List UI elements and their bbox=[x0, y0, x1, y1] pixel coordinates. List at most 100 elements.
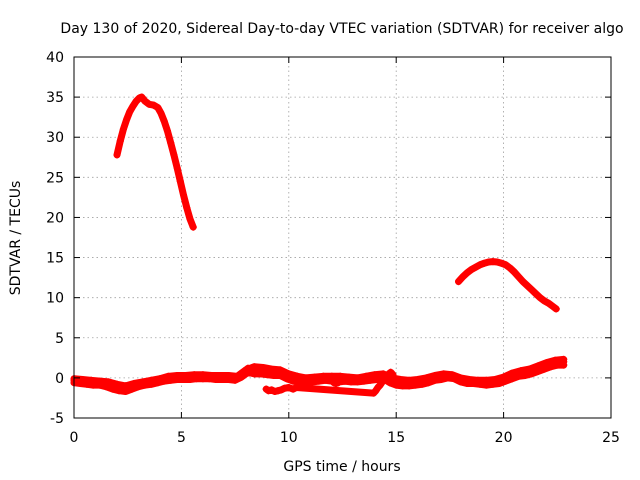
data-point bbox=[199, 371, 207, 379]
data-point bbox=[225, 372, 233, 379]
data-point bbox=[519, 278, 527, 286]
data-points bbox=[70, 93, 568, 397]
y-tick-label: 0 bbox=[55, 371, 64, 387]
data-point bbox=[281, 384, 288, 392]
data-point bbox=[113, 151, 121, 159]
data-point bbox=[293, 372, 301, 380]
data-point bbox=[259, 364, 267, 371]
data-point bbox=[141, 97, 149, 105]
data-point bbox=[167, 139, 175, 147]
data-point bbox=[250, 363, 258, 371]
data-point bbox=[474, 376, 482, 384]
data-point bbox=[440, 370, 447, 378]
data-point bbox=[422, 374, 430, 382]
data-point bbox=[271, 388, 279, 395]
data-point bbox=[328, 372, 336, 380]
data-point bbox=[115, 387, 123, 395]
y-tick-label: 5 bbox=[55, 331, 64, 347]
data-point bbox=[276, 366, 284, 374]
data-point bbox=[150, 101, 157, 109]
y-tick-label: 40 bbox=[46, 50, 64, 66]
data-point bbox=[508, 369, 516, 377]
y-tick-label: 30 bbox=[46, 130, 64, 146]
axis-ticks: 0 5 10 15 20 25 -5 0 5 10 15 20 25 30 35 40 bbox=[46, 50, 620, 446]
data-point bbox=[183, 204, 191, 212]
data-point bbox=[257, 370, 265, 378]
data-point bbox=[465, 376, 473, 383]
data-point bbox=[154, 104, 162, 111]
data-point bbox=[455, 278, 462, 286]
data-point bbox=[525, 365, 533, 373]
y-tick-label: 20 bbox=[46, 210, 64, 226]
data-point bbox=[173, 372, 181, 379]
data-point bbox=[311, 373, 319, 381]
data-point bbox=[515, 273, 523, 281]
data-point bbox=[165, 372, 172, 380]
data-point bbox=[463, 269, 471, 277]
data-point bbox=[285, 370, 293, 378]
data-point bbox=[560, 355, 568, 363]
gridlines bbox=[74, 57, 611, 418]
data-point bbox=[122, 382, 130, 390]
data-point bbox=[534, 362, 542, 370]
data-point bbox=[334, 379, 342, 387]
x-tick-label: 25 bbox=[602, 430, 620, 446]
data-point bbox=[147, 376, 155, 384]
data-point bbox=[414, 376, 422, 383]
data-point bbox=[138, 93, 146, 101]
data-point bbox=[233, 372, 241, 380]
data-point bbox=[157, 109, 165, 117]
data-point bbox=[545, 299, 553, 307]
data-point bbox=[129, 102, 137, 110]
data-point bbox=[397, 376, 404, 383]
data-point bbox=[399, 382, 407, 390]
data-point bbox=[517, 367, 525, 375]
data-point bbox=[96, 377, 104, 385]
data-point bbox=[250, 370, 258, 378]
data-point bbox=[263, 371, 271, 379]
data-point bbox=[208, 372, 215, 379]
data-point bbox=[540, 297, 548, 305]
y-tick-label: 35 bbox=[46, 90, 64, 106]
data-point bbox=[302, 374, 310, 382]
data-point bbox=[506, 264, 514, 272]
data-point bbox=[176, 177, 184, 185]
data-point bbox=[242, 366, 250, 374]
data-point bbox=[139, 378, 147, 386]
data-point bbox=[109, 385, 117, 393]
x-tick-label: 5 bbox=[177, 430, 186, 446]
y-tick-label: 15 bbox=[46, 251, 64, 267]
data-point bbox=[431, 372, 439, 379]
data-point bbox=[190, 371, 198, 379]
data-point bbox=[130, 380, 138, 387]
data-point bbox=[274, 387, 282, 395]
data-point bbox=[319, 372, 327, 380]
data-point bbox=[405, 376, 413, 384]
data-point bbox=[87, 376, 95, 384]
data-point bbox=[145, 100, 153, 108]
data-point bbox=[119, 125, 127, 133]
series-trace bbox=[70, 355, 568, 390]
data-point bbox=[113, 380, 121, 388]
data-point bbox=[180, 191, 187, 199]
data-point bbox=[392, 381, 400, 389]
plot-frame bbox=[73, 56, 612, 419]
y-tick-label: 10 bbox=[46, 291, 64, 307]
data-point bbox=[448, 371, 456, 379]
data-point bbox=[389, 371, 397, 379]
data-point bbox=[173, 164, 181, 172]
x-tick-label: 15 bbox=[387, 430, 405, 446]
data-point bbox=[543, 359, 551, 367]
data-point bbox=[163, 127, 171, 135]
data-point bbox=[536, 294, 544, 302]
data-point bbox=[459, 273, 467, 281]
data-point bbox=[264, 387, 272, 395]
data-point bbox=[502, 261, 510, 269]
data-point bbox=[552, 305, 560, 313]
x-tick-label: 10 bbox=[280, 430, 298, 446]
data-point bbox=[285, 384, 293, 391]
data-point bbox=[126, 108, 134, 116]
data-point bbox=[216, 372, 224, 379]
